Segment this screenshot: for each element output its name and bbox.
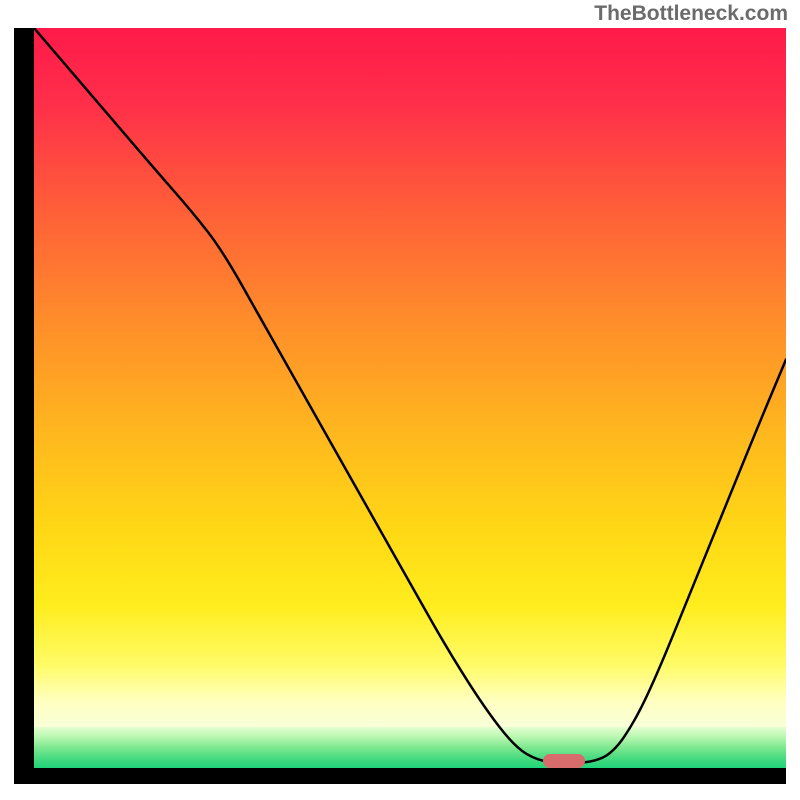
watermark-text: TheBottleneck.com	[594, 2, 788, 26]
optimal-marker	[543, 754, 585, 768]
chart-frame	[14, 28, 786, 784]
plot-area	[34, 28, 786, 768]
bottleneck-curve	[34, 28, 786, 768]
